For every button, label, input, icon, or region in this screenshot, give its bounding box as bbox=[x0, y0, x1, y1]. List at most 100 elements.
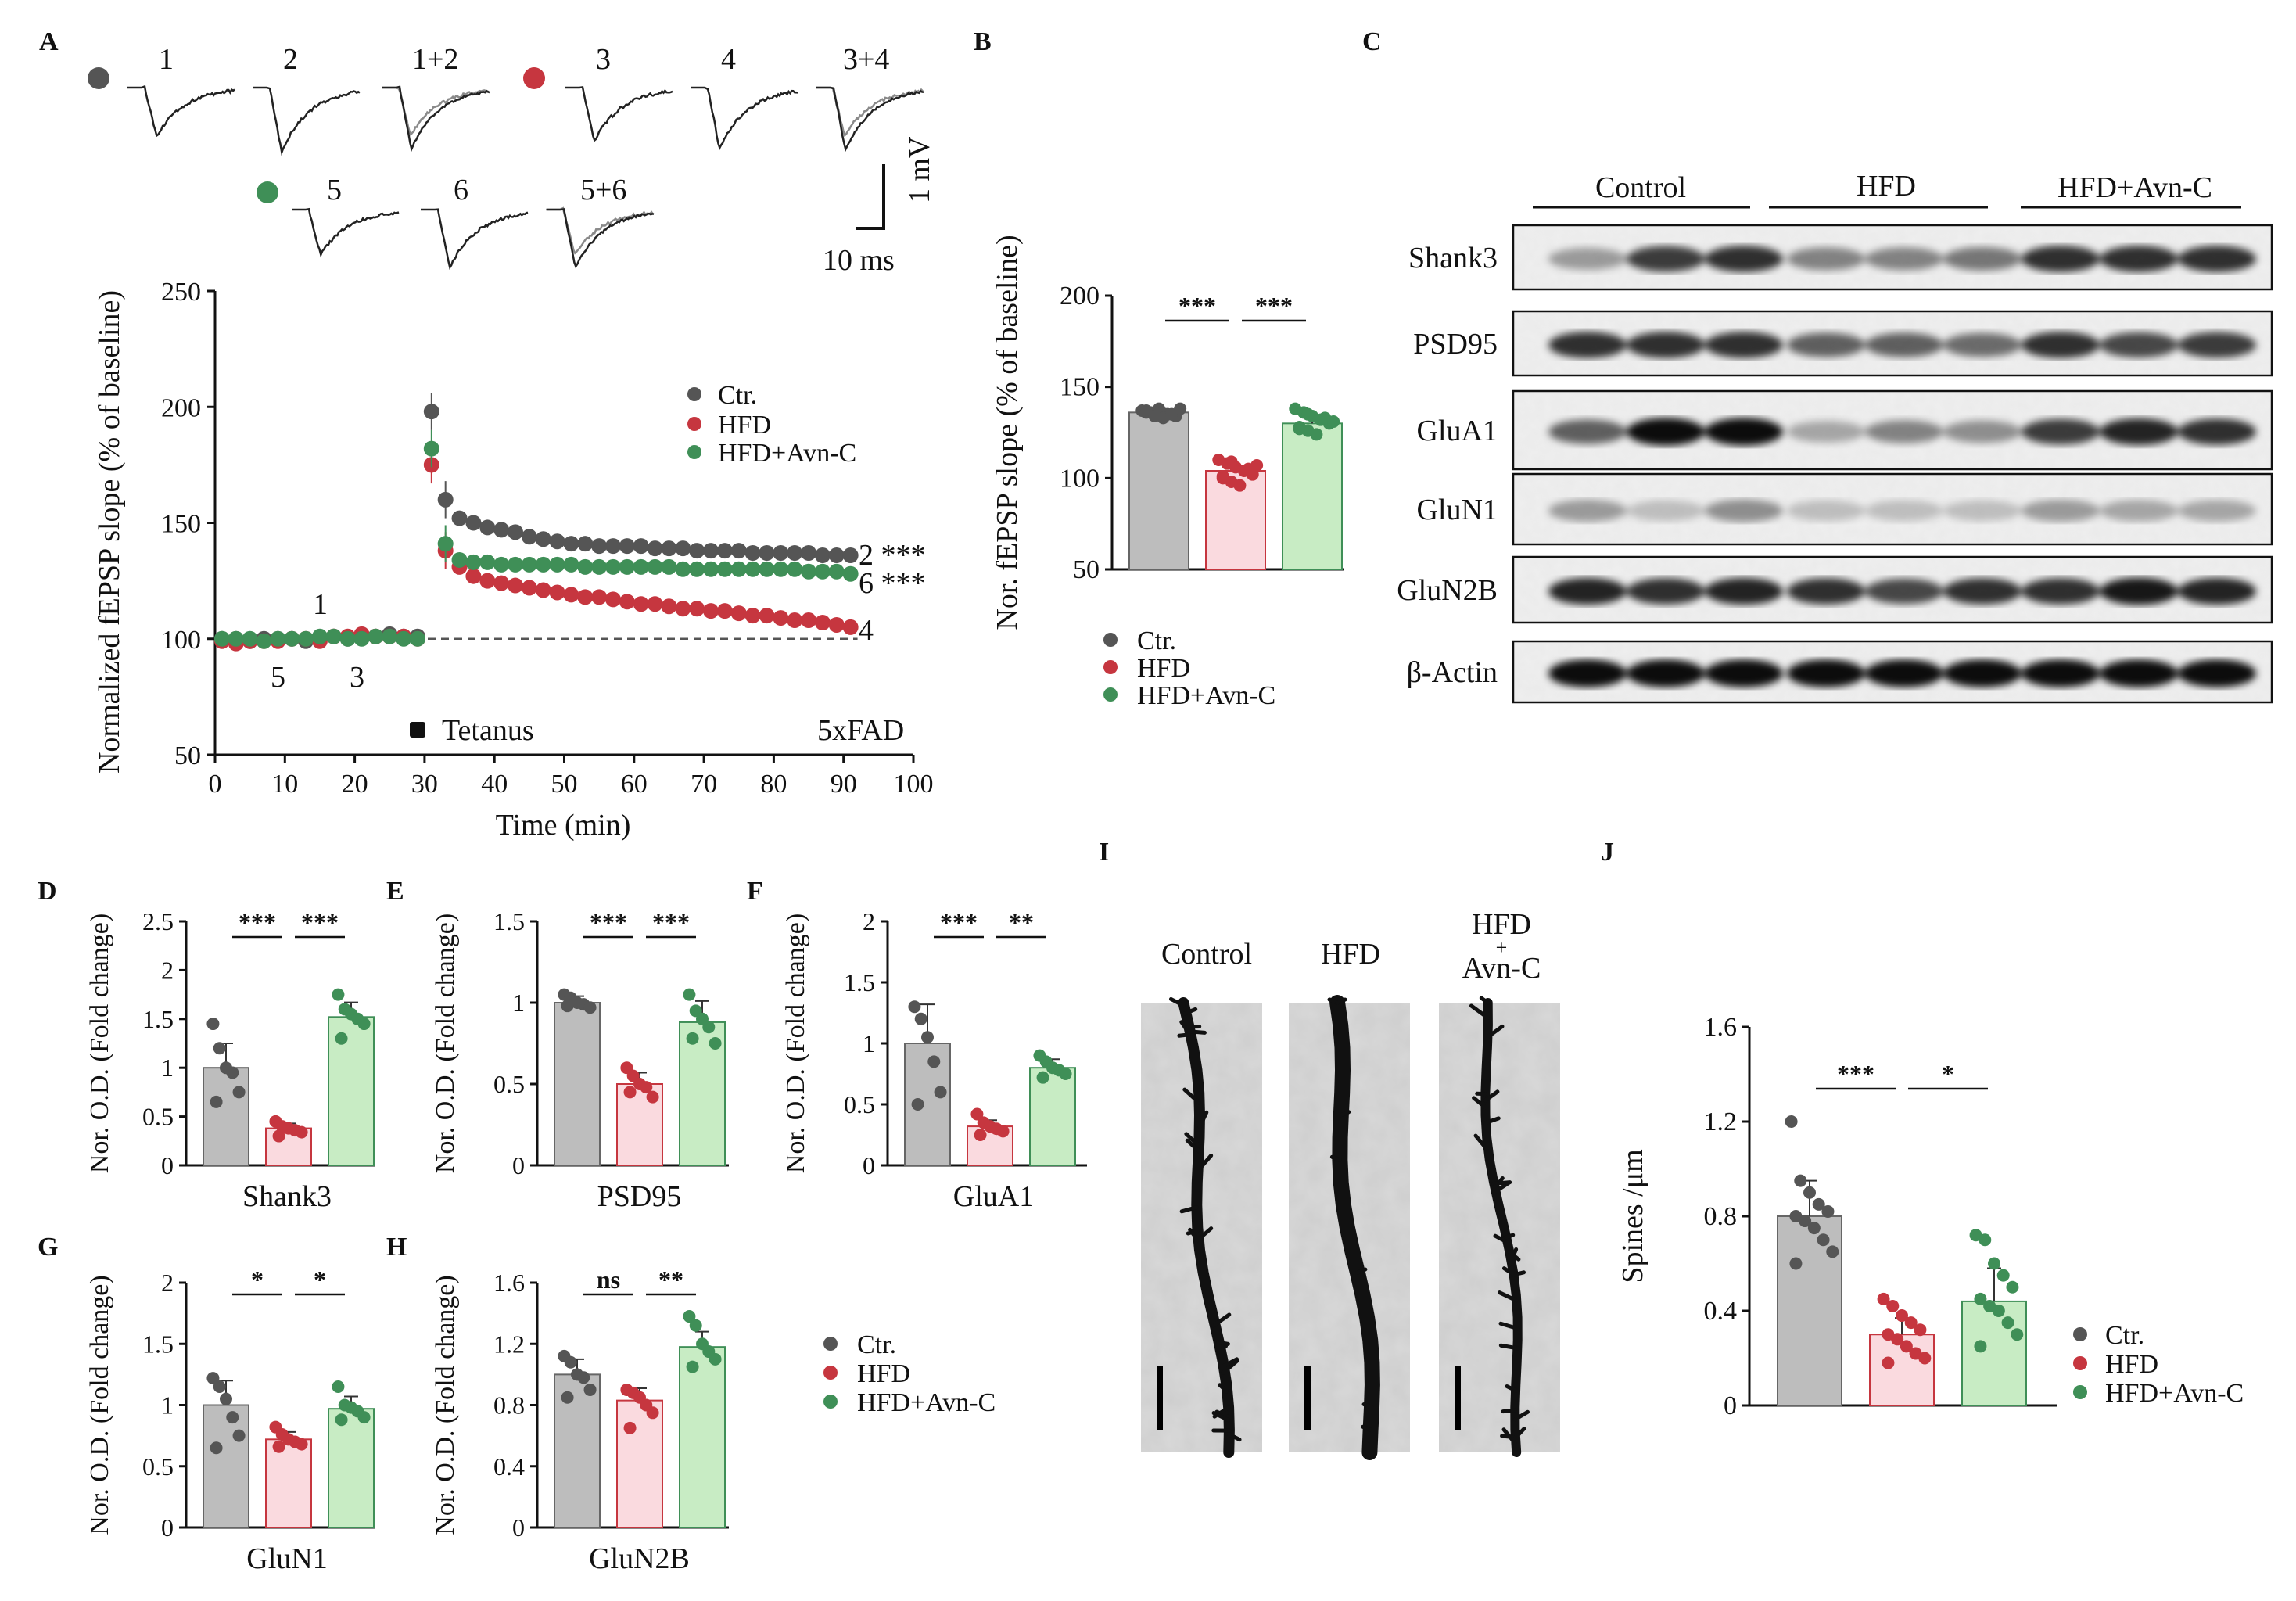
blot-band bbox=[1548, 419, 1627, 444]
data-point-avn bbox=[357, 1018, 371, 1031]
data-point-ctr bbox=[908, 1000, 921, 1014]
series-end-label-avn: 6 *** bbox=[859, 567, 926, 600]
data-point-hfd bbox=[1216, 470, 1229, 483]
y-tick-label: 0.5 bbox=[142, 1103, 174, 1131]
panel-label-g: G bbox=[38, 1233, 58, 1262]
label-line: Avn-C bbox=[1462, 952, 1541, 985]
blot-group-control: Control bbox=[1595, 171, 1686, 204]
bar-ctr bbox=[203, 1404, 249, 1528]
data-point-hfd bbox=[646, 1406, 659, 1420]
data-point-hfd bbox=[646, 1090, 659, 1104]
dendritic-spine bbox=[1501, 1233, 1516, 1240]
data-point-ctr bbox=[521, 529, 537, 545]
data-point-ctr bbox=[213, 1380, 226, 1394]
data-point-ctr bbox=[1817, 1233, 1830, 1247]
bar-chart-e: 0 0.5 1 1.5 *** *** PSD95 Nor. O.D. (Fold chang… bbox=[431, 907, 729, 1213]
data-point-hfd bbox=[465, 568, 482, 584]
blot-row-label: Shank3 bbox=[1408, 242, 1498, 275]
data-point-avn bbox=[1293, 422, 1306, 436]
data-point-avn bbox=[437, 536, 454, 552]
data-point-ctr bbox=[226, 1411, 239, 1424]
x-tick-label: 80 bbox=[760, 770, 787, 799]
dendritic-spine bbox=[1501, 1427, 1517, 1445]
dendritic-spine bbox=[1493, 1233, 1506, 1243]
data-point-ctr bbox=[921, 1031, 934, 1044]
y-tick-label: 1.5 bbox=[493, 907, 525, 935]
western-blot: Control HFD HFD+Avn-C Shank3 PSD95 GluA1 Gl… bbox=[1397, 170, 2273, 704]
trace-label: 3+4 bbox=[843, 43, 889, 76]
blot-band bbox=[1865, 247, 1943, 271]
tetanus-marker bbox=[410, 722, 425, 738]
data-point-ctr bbox=[563, 536, 579, 552]
scale-bar: 1 mV 10 ms bbox=[823, 136, 936, 277]
data-point-avn bbox=[1996, 1269, 2010, 1282]
data-point-ctr bbox=[1807, 1222, 1821, 1235]
fepsp-trace-post bbox=[382, 85, 490, 153]
bar-avn bbox=[328, 1408, 375, 1528]
legend-label-avn: HFD+Avn-C bbox=[857, 1388, 996, 1417]
x-tick-label: 10 bbox=[271, 770, 298, 799]
dendritic-spine bbox=[1211, 1312, 1232, 1328]
blot-band bbox=[1787, 659, 1865, 687]
data-point-ctr bbox=[605, 538, 622, 555]
band-group bbox=[1548, 659, 2256, 687]
trace-labels: 1 2 1+2 3 4 3+4 5 6 5+6 bbox=[159, 43, 889, 206]
fepsp-trace-post bbox=[547, 208, 655, 269]
data-point-ctr bbox=[801, 545, 817, 562]
y-tick-label: 2.5 bbox=[142, 907, 174, 935]
x-axis-label: PSD95 bbox=[597, 1180, 682, 1213]
data-point-ctr bbox=[1789, 1257, 1803, 1270]
data-point-hfd bbox=[272, 1440, 285, 1453]
blot-band bbox=[1943, 420, 2022, 443]
y-axis-label: Nor. O.D. (Fold change) bbox=[431, 914, 460, 1173]
band-group bbox=[1548, 332, 2256, 358]
blot-band bbox=[2100, 332, 2178, 358]
dendritic-spine bbox=[1472, 1096, 1487, 1110]
significance-label: ** bbox=[658, 1265, 683, 1294]
data-point-avn bbox=[619, 558, 635, 575]
y-tick-label: 1.5 bbox=[844, 968, 875, 996]
legend-dot-avn bbox=[687, 445, 701, 459]
x-tick-label: 40 bbox=[481, 770, 508, 799]
y-axis-label: Nor. O.D. (Fold change) bbox=[85, 1275, 114, 1535]
data-point-avn bbox=[256, 633, 272, 649]
data-point-hfd bbox=[716, 603, 733, 619]
panel-label-j: J bbox=[1601, 838, 1614, 867]
data-point-avn bbox=[1059, 1068, 1072, 1080]
data-point-ctr bbox=[842, 547, 859, 564]
legend-dot-ctr bbox=[823, 1337, 838, 1351]
blot-band bbox=[1548, 499, 1627, 522]
data-point-ctr bbox=[564, 1355, 577, 1369]
blot-group-hfd: HFD bbox=[1857, 170, 1916, 203]
dendritic-spine bbox=[1221, 1359, 1239, 1375]
data-point-avn bbox=[814, 563, 831, 580]
data-point-avn bbox=[549, 556, 565, 573]
band-group bbox=[1548, 499, 2256, 522]
data-point-avn bbox=[675, 561, 691, 577]
blot-band bbox=[2022, 418, 2100, 445]
data-point-avn bbox=[633, 558, 649, 575]
panel-label-f: F bbox=[747, 877, 763, 906]
dendritic-spine bbox=[1501, 1266, 1516, 1276]
blot-band bbox=[2022, 659, 2100, 687]
y-tick-label: 100 bbox=[161, 626, 201, 655]
data-point-hfd bbox=[1886, 1299, 1900, 1312]
blot-band bbox=[1943, 332, 2022, 357]
blot-band bbox=[1787, 421, 1865, 443]
data-point-ctr bbox=[577, 536, 594, 552]
legend-j: Ctr. HFD HFD+Avn-C bbox=[2073, 1321, 2244, 1408]
blot-band bbox=[1705, 499, 1783, 522]
data-point-hfd bbox=[689, 601, 705, 617]
bar-chart-h: 0 0.4 0.8 1.2 1.6 ns ** GluN2B Nor. O.D. (Fold c… bbox=[431, 1265, 729, 1575]
y-tick-label: 0.5 bbox=[844, 1090, 875, 1118]
data-point-avn bbox=[686, 1360, 699, 1373]
fepsp-traces bbox=[127, 84, 924, 271]
y-tick-label: 1.2 bbox=[1704, 1107, 1738, 1136]
data-point-avn bbox=[1974, 1340, 1987, 1353]
significance-label: * bbox=[1942, 1060, 1954, 1088]
dendritic-spine bbox=[1361, 1424, 1373, 1432]
data-point-hfd bbox=[787, 612, 803, 629]
trace-label: 4 bbox=[721, 43, 736, 76]
significance-label: ns bbox=[597, 1265, 620, 1294]
y-tick-label: 0 bbox=[863, 1151, 875, 1179]
